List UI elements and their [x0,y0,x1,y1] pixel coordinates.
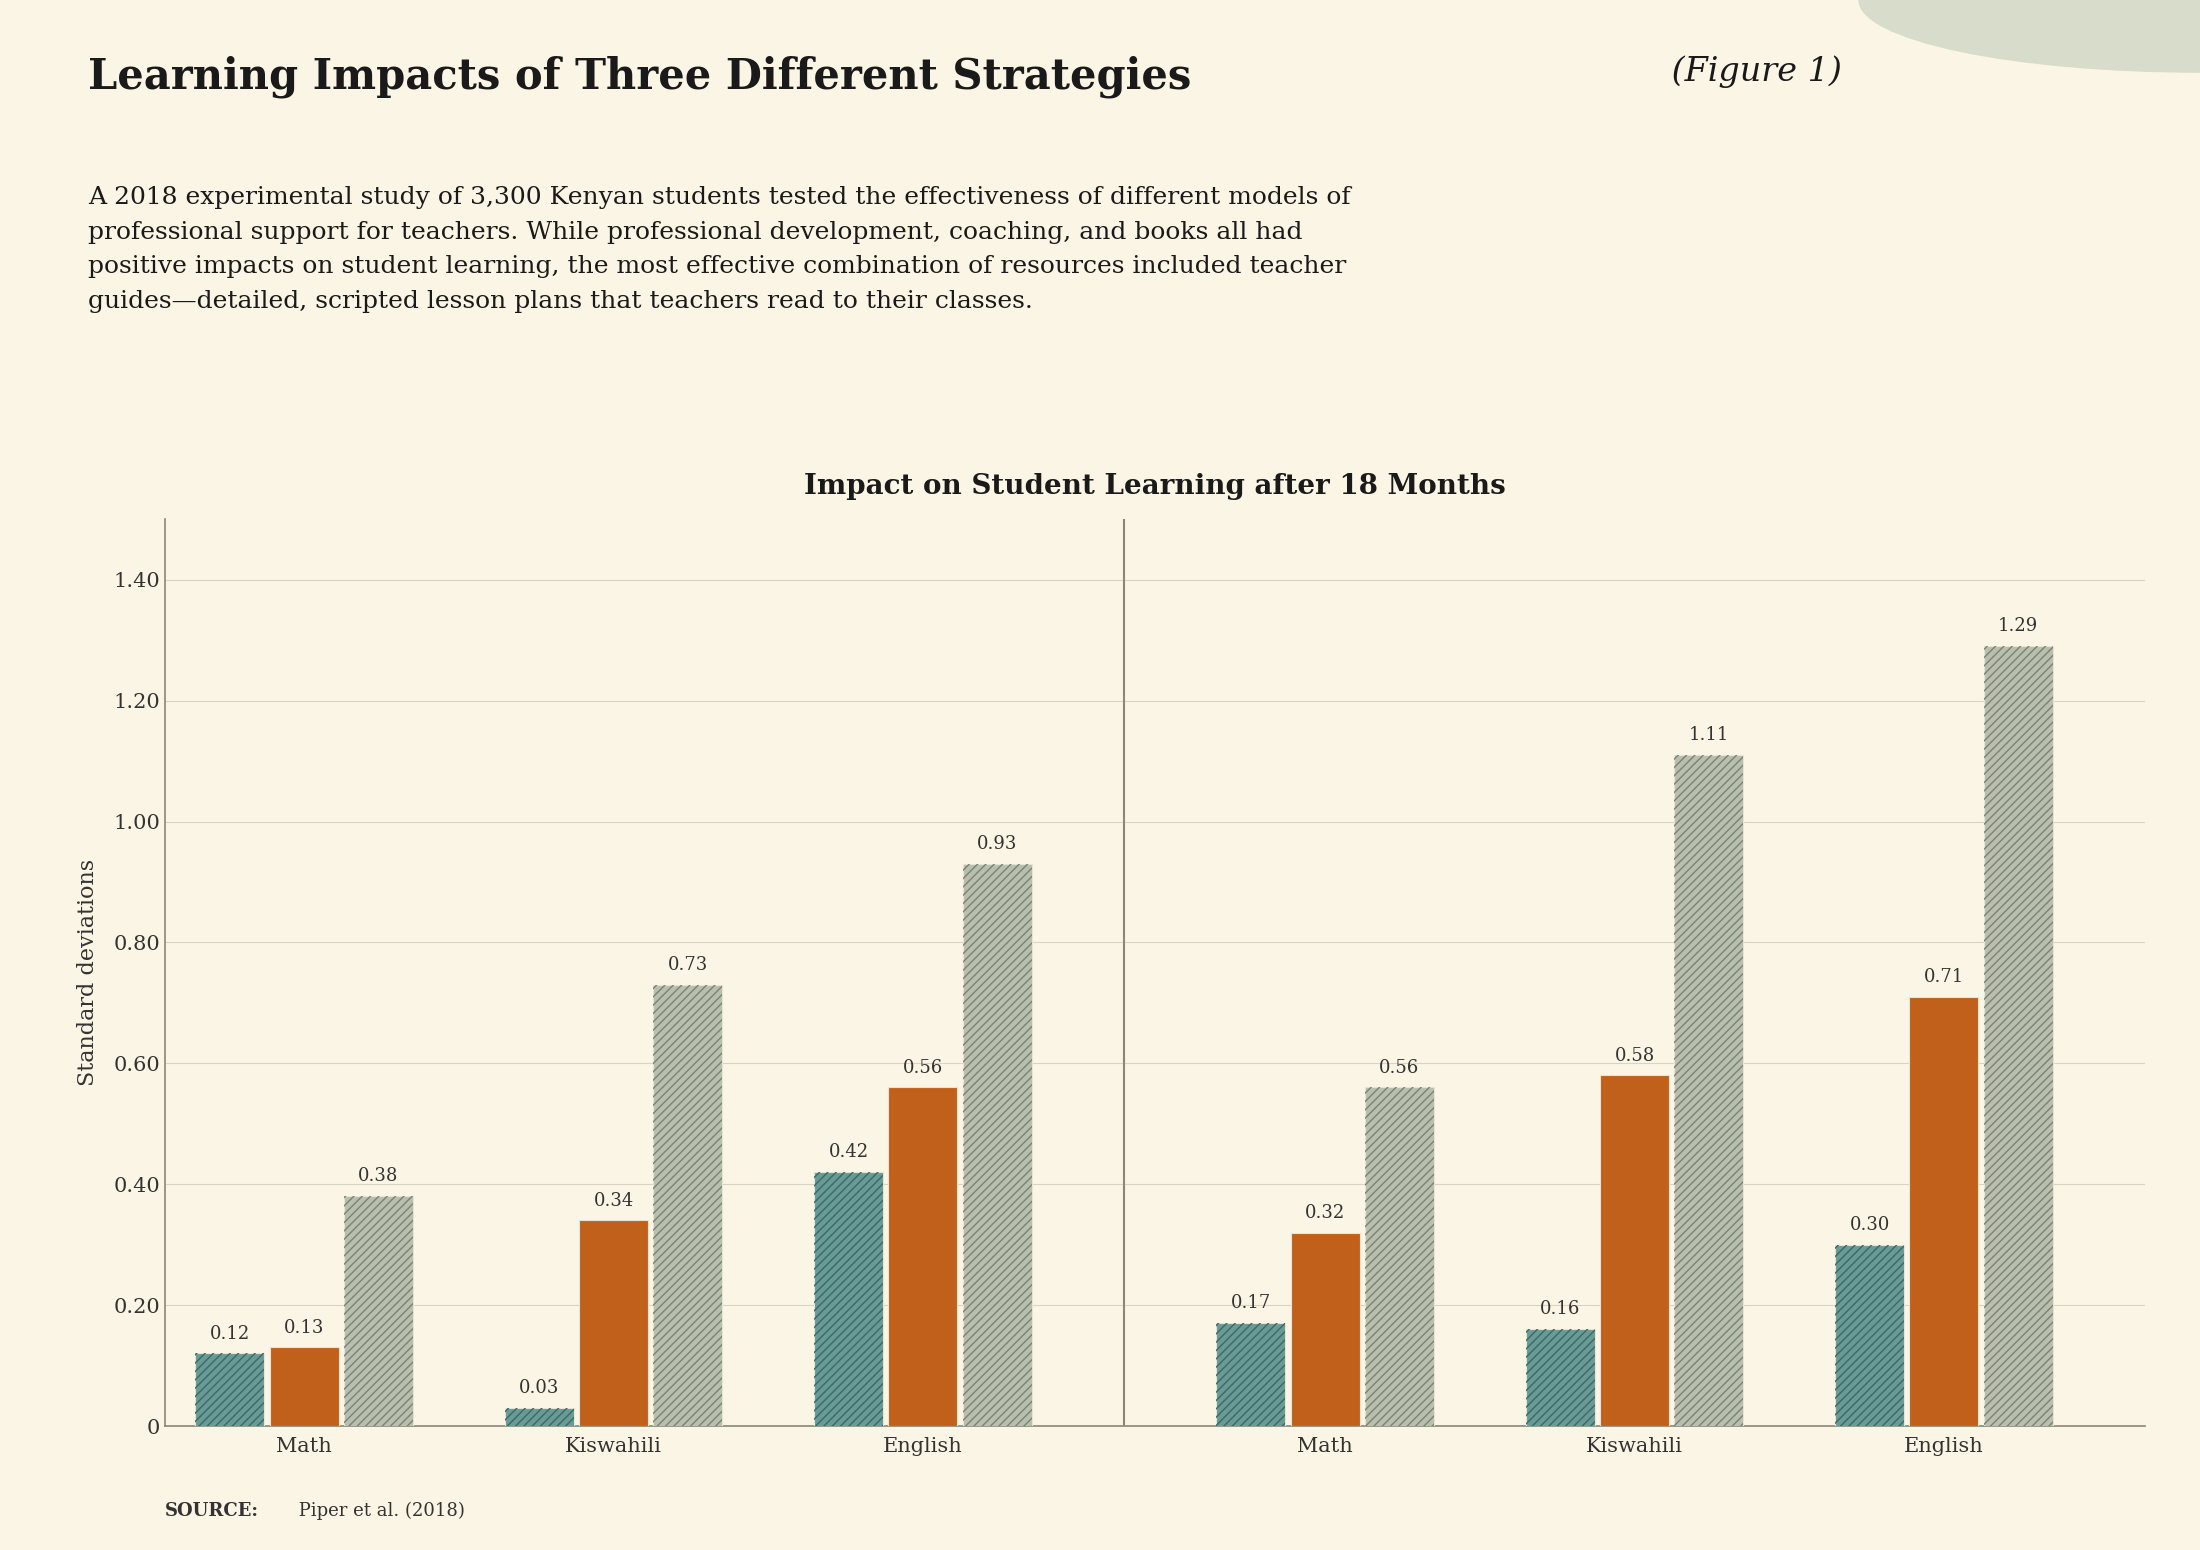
Bar [1291,1232,1360,1426]
Bar [504,1407,574,1426]
Y-axis label: Standard deviations: Standard deviations [77,859,99,1087]
Bar [1527,1330,1595,1426]
Bar [1364,1088,1434,1426]
Bar [1599,1076,1670,1426]
Bar [1674,755,1742,1426]
Bar [343,1197,414,1426]
Text: SOURCE:: SOURCE: [165,1502,260,1521]
Text: 0.71: 0.71 [1923,967,1965,986]
Text: Learning Impacts of Three Different Strategies: Learning Impacts of Three Different Stra… [88,56,1192,98]
Bar [1217,1324,1285,1426]
Text: 0.17: 0.17 [1230,1294,1272,1313]
Text: 1.29: 1.29 [1998,617,2037,635]
Text: 0.42: 0.42 [829,1144,869,1161]
Bar [653,984,722,1426]
Text: 0.93: 0.93 [977,835,1016,853]
Bar [504,1407,574,1426]
Bar [1527,1330,1595,1426]
Text: 0.13: 0.13 [284,1319,323,1336]
Text: 0.34: 0.34 [594,1192,634,1209]
Circle shape [1859,0,2200,71]
Bar [1674,755,1742,1426]
Text: 0.38: 0.38 [359,1167,398,1186]
Text: Piper et al. (2018): Piper et al. (2018) [293,1502,464,1521]
Text: 0.12: 0.12 [209,1325,251,1342]
Text: 0.32: 0.32 [1305,1204,1344,1221]
Text: 0.56: 0.56 [1379,1059,1419,1077]
Text: 0.16: 0.16 [1540,1300,1580,1319]
Text: 0.58: 0.58 [1615,1046,1654,1065]
Bar [1835,1245,1905,1426]
Title: Impact on Student Learning after 18 Months: Impact on Student Learning after 18 Mont… [805,473,1505,501]
Bar [964,863,1032,1426]
Text: 0.30: 0.30 [1850,1215,1890,1234]
Bar [964,863,1032,1426]
Text: 0.03: 0.03 [519,1380,559,1397]
Bar [1910,997,1978,1426]
Bar [1984,646,2053,1426]
Bar [1217,1324,1285,1426]
Text: 0.56: 0.56 [902,1059,944,1077]
Bar [196,1353,264,1426]
Bar [1835,1245,1905,1426]
Text: 0.73: 0.73 [669,956,708,973]
Bar [196,1353,264,1426]
Bar [814,1172,882,1426]
Bar [1984,646,2053,1426]
Bar [814,1172,882,1426]
Bar [653,984,722,1426]
Bar [1364,1088,1434,1426]
Text: (Figure 1): (Figure 1) [1661,56,1841,88]
Bar [579,1220,649,1426]
Bar [271,1347,339,1426]
Text: 1.11: 1.11 [1690,725,1729,744]
Bar [889,1088,957,1426]
Text: A 2018 experimental study of 3,300 Kenyan students tested the effectiveness of d: A 2018 experimental study of 3,300 Kenya… [88,186,1351,313]
Bar [343,1197,414,1426]
